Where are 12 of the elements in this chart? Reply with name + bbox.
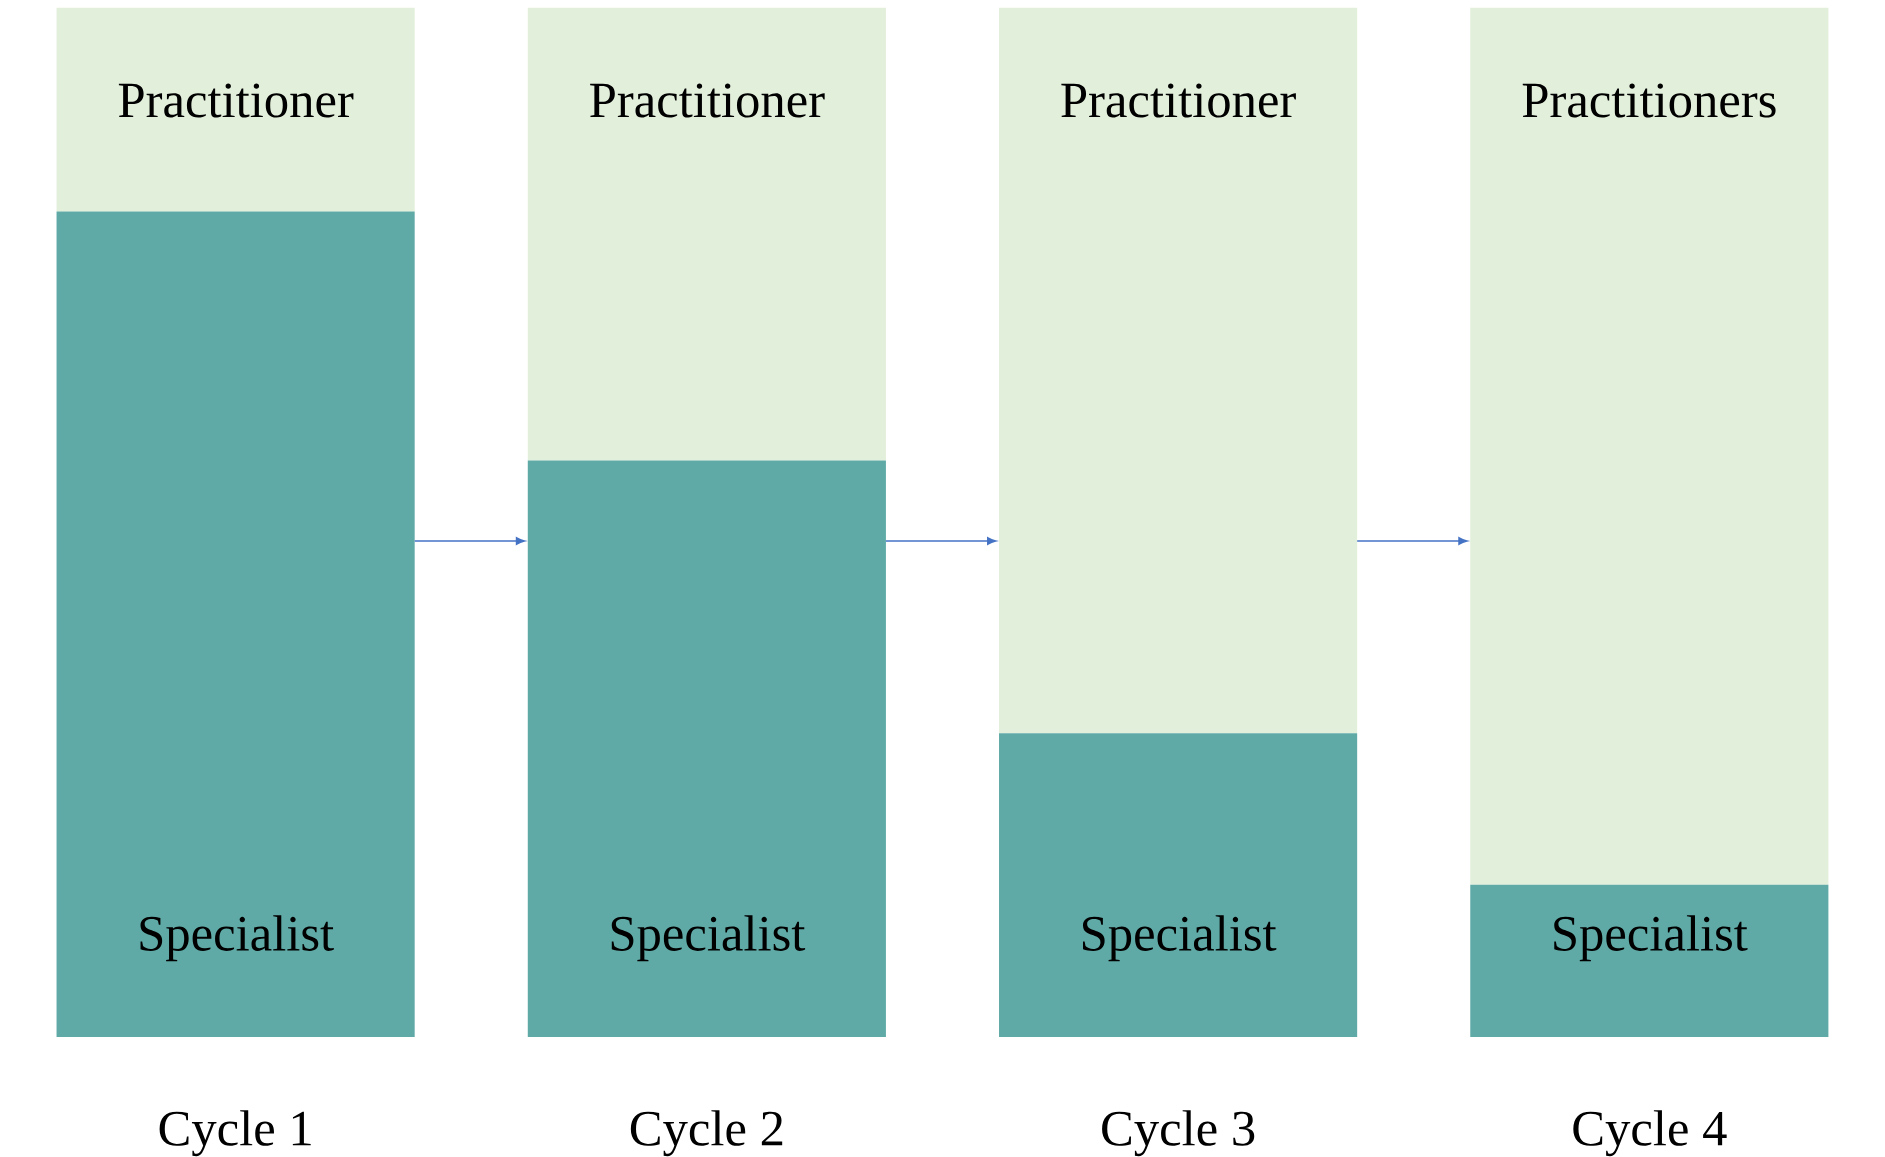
- x-tick-label: Cycle 3: [1102, 1110, 1255, 1157]
- annotation: Specialist: [140, 915, 334, 962]
- annotation: Practitioner: [1061, 83, 1296, 118]
- annotation: Practitioner: [118, 83, 354, 118]
- x-tick-label: Cycle 1: [159, 1110, 311, 1157]
- annotation: Specialist: [1554, 915, 1748, 962]
- annotation: Specialist: [1082, 915, 1277, 962]
- annotation: Practitioner: [590, 83, 825, 118]
- annotation: Specialist: [611, 915, 806, 962]
- annotation: Practitioners: [1522, 83, 1776, 118]
- x-tick-label: Cycle 2: [630, 1110, 783, 1157]
- x-tick-label: Cycle 4: [1573, 1110, 1727, 1157]
